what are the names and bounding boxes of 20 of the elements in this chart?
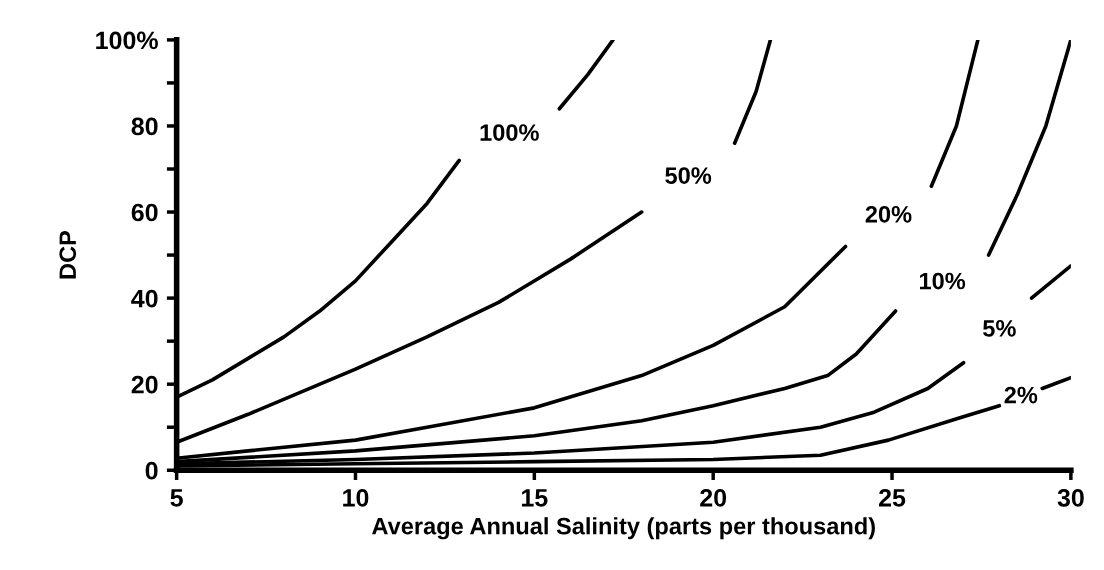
y-tick-label: 100%: [96, 31, 158, 50]
series-label: 100%: [480, 124, 539, 141]
series-label: 2%: [1004, 386, 1038, 404]
y-tick-label: 20: [131, 375, 158, 394]
x-tick-label: 10: [343, 488, 369, 507]
y-tick-label: 80: [131, 117, 158, 136]
x-tick-label: 25: [879, 488, 906, 507]
x-tick-label: 5: [170, 489, 183, 507]
y-tick-label: 0: [145, 461, 158, 480]
x-tick-label: 30: [1057, 488, 1084, 507]
x-axis-title: Average Annual Salinity (parts per thousand): [372, 517, 875, 540]
x-tick-label: 20: [700, 488, 727, 507]
x-tick-label: 15: [522, 489, 548, 507]
y-tick-label: 40: [131, 289, 158, 308]
series-label: 5%: [983, 320, 1016, 337]
series-label: 50%: [665, 167, 712, 184]
series-label: 10%: [919, 272, 966, 290]
series-label: 20%: [865, 205, 912, 223]
y-axis-title: DCP: [59, 230, 77, 279]
y-tick-label: 60: [131, 203, 158, 222]
